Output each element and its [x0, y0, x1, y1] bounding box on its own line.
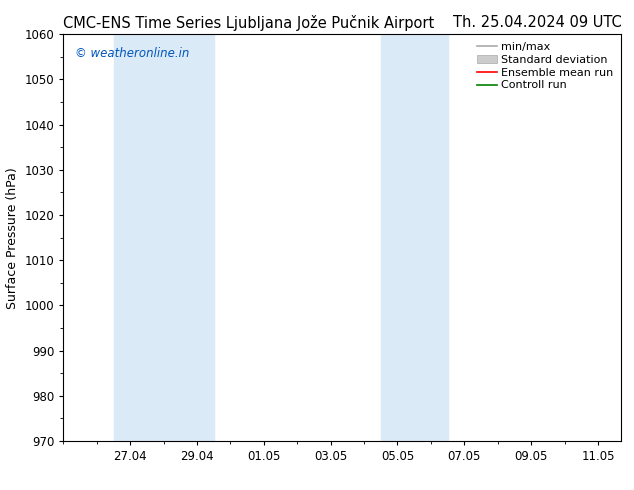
Text: CMC-ENS Time Series Ljubljana Jože Pučnik Airport: CMC-ENS Time Series Ljubljana Jože Pučni…: [63, 15, 435, 31]
Text: Th. 25.04.2024 09 UTC: Th. 25.04.2024 09 UTC: [453, 15, 621, 30]
Legend: min/max, Standard deviation, Ensemble mean run, Controll run: min/max, Standard deviation, Ensemble me…: [474, 39, 617, 94]
Text: © weatheronline.in: © weatheronline.in: [75, 47, 189, 59]
Bar: [113, 34, 214, 441]
Y-axis label: Surface Pressure (hPa): Surface Pressure (hPa): [6, 167, 19, 309]
Bar: [381, 34, 448, 441]
